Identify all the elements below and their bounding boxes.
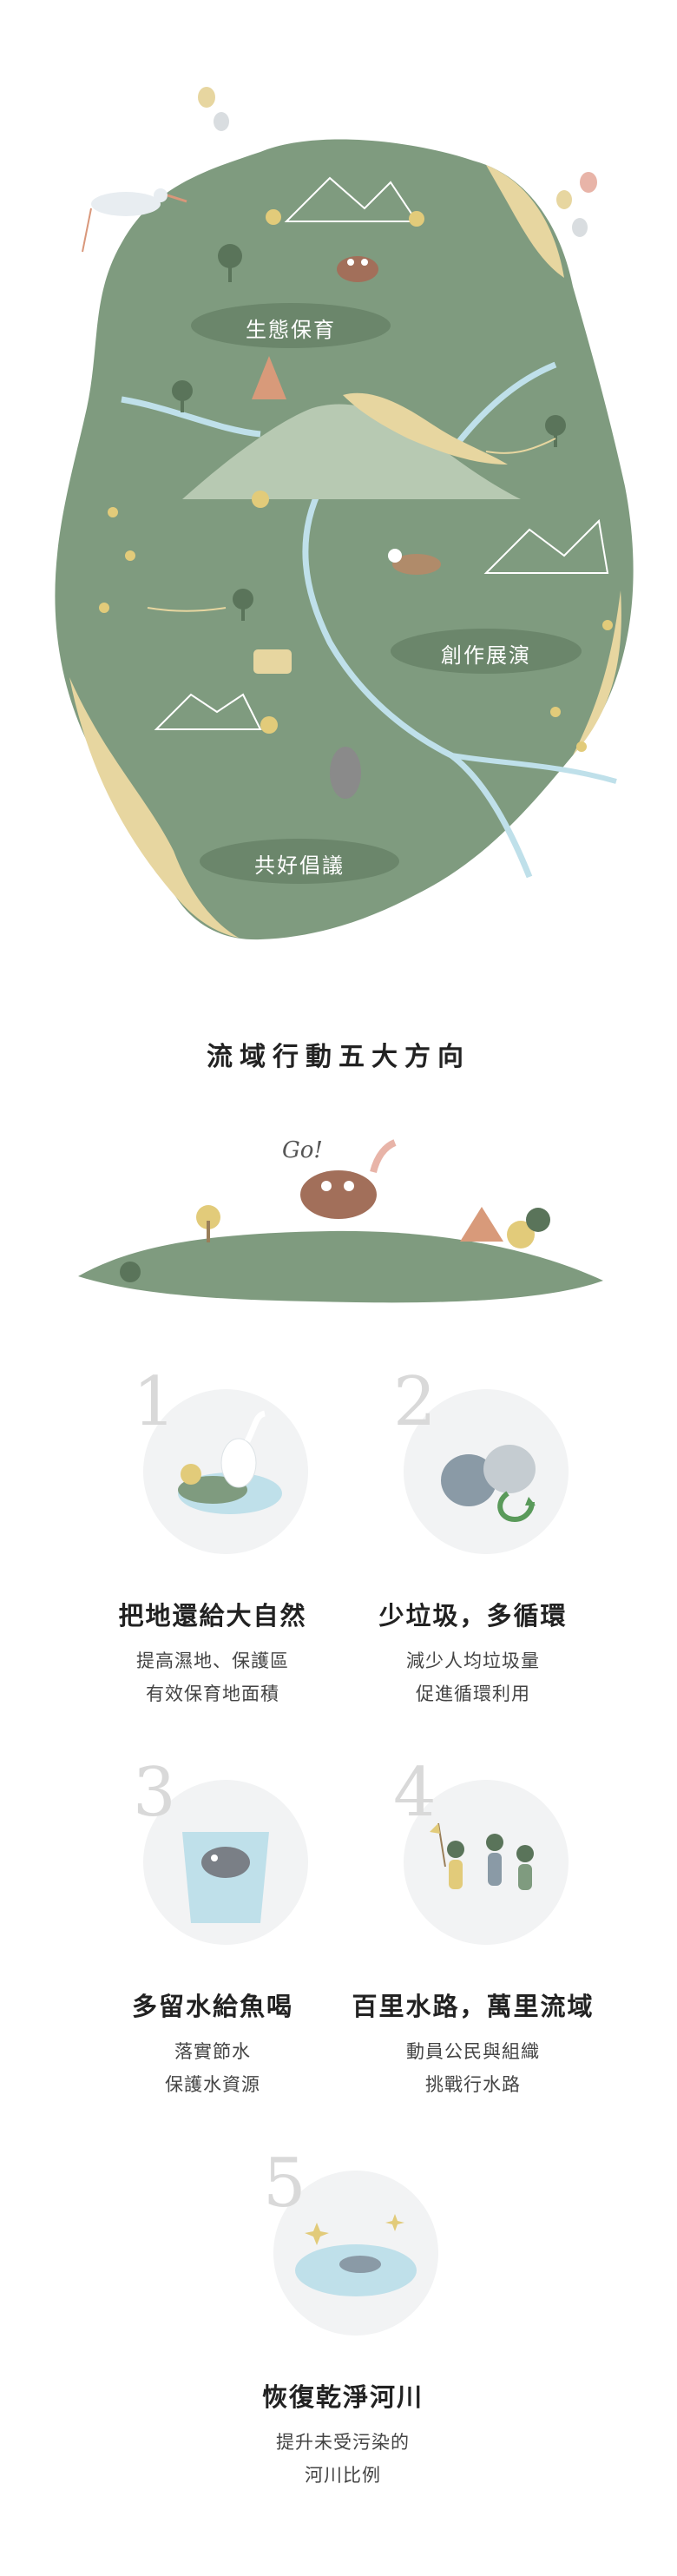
- map-illustration: [55, 87, 634, 940]
- zone-label-creative: 創作展演: [441, 643, 531, 668]
- direction-title: 把地還給大自然: [118, 1601, 307, 1631]
- map-land: [55, 139, 634, 940]
- direction-item-5: 5 恢復乾淨河川 提升未受污染的 河川比例: [213, 2150, 473, 2492]
- yellow-tree-icons: [99, 209, 613, 752]
- zone-label-ecology: 生態保育: [246, 318, 336, 342]
- map-river-1: [121, 396, 261, 438]
- direction-title: 多留水給魚喝: [131, 1992, 293, 2021]
- direction-desc-line: 減少人均垃圾量: [406, 1650, 540, 1671]
- bush-icon: [507, 1221, 535, 1248]
- direction-desc-line: 有效保育地面積: [146, 1683, 279, 1704]
- stork-icon: [82, 188, 187, 253]
- direction-desc-line: 挑戰行水路: [425, 2074, 521, 2095]
- garbage-bag-recycle-icon: [404, 1389, 569, 1554]
- direction-number: 2: [393, 1363, 437, 1441]
- direction-item-3: 3 多留水給魚喝 落實節水 保護水資源: [82, 1759, 343, 2101]
- clean-river-fish-icon: [273, 2171, 438, 2336]
- map-river-4: [450, 753, 617, 784]
- map-sand-right-top: [486, 165, 564, 278]
- direction-item-2: 2 少垃圾，多循環 減少人均垃圾量 促進循環利用: [343, 1368, 603, 1710]
- direction-desc-line: 保護水資源: [165, 2074, 260, 2095]
- direction-number: 4: [393, 1754, 437, 1832]
- direction-desc-line: 動員公民與組織: [406, 2041, 540, 2062]
- beetle-icon: [330, 747, 361, 799]
- direction-number: 5: [263, 2144, 306, 2223]
- direction-desc-line: 落實節水: [174, 2041, 251, 2062]
- bus-icon: [253, 649, 292, 674]
- direction-title: 少垃圾，多循環: [378, 1601, 568, 1631]
- direction-number: 3: [133, 1754, 176, 1832]
- map-mountain-sand: [343, 392, 508, 464]
- balloon-icons: [198, 87, 597, 237]
- direction-desc-line: 提高濕地、保護區: [136, 1650, 289, 1671]
- map-mountain: [182, 404, 521, 499]
- fish-water-cup-icon: [143, 1780, 308, 1945]
- bunting-2: [147, 607, 227, 612]
- section-title: 流域行動五大方向: [207, 1042, 470, 1072]
- tent-icon: [154, 176, 609, 730]
- river-basin-map: 生態保育 創作展演 共好倡議: [0, 0, 677, 972]
- direction-desc-line: 促進循環利用: [416, 1683, 530, 1704]
- people-walking-icon: [404, 1780, 569, 1945]
- direction-title: 恢復乾淨河川: [261, 2382, 424, 2412]
- duck-icon: [388, 549, 441, 575]
- map-river-3: [302, 484, 533, 879]
- direction-item-1: 1 把地還給大自然 提高濕地、保護區 有效保育地面積: [82, 1368, 343, 1710]
- tree-icons: [172, 244, 566, 621]
- bunting: [485, 438, 556, 454]
- go-text: Go!: [282, 1137, 323, 1163]
- direction-desc-line: 提升未受污染的: [276, 2432, 410, 2453]
- map-sand-right: [573, 590, 621, 755]
- crab-hill-icon: [300, 1139, 397, 1219]
- teepee-hill-icon: [460, 1207, 503, 1242]
- crab-icon: [337, 256, 378, 282]
- teepee-icon: [252, 356, 286, 399]
- map-river-2: [449, 361, 557, 454]
- direction-desc-line: 河川比例: [305, 2465, 381, 2486]
- direction-item-4: 4 百里水路，萬里流域 動員公民與組織 挑戰行水路: [343, 1759, 603, 2101]
- heron-wetland-icon: [143, 1389, 308, 1554]
- zone-label-advocacy: 共好倡議: [254, 853, 345, 878]
- hill-illustration: Go!: [69, 1111, 608, 1337]
- direction-title: 百里水路，萬里流域: [352, 1992, 595, 2021]
- direction-number: 1: [133, 1363, 176, 1441]
